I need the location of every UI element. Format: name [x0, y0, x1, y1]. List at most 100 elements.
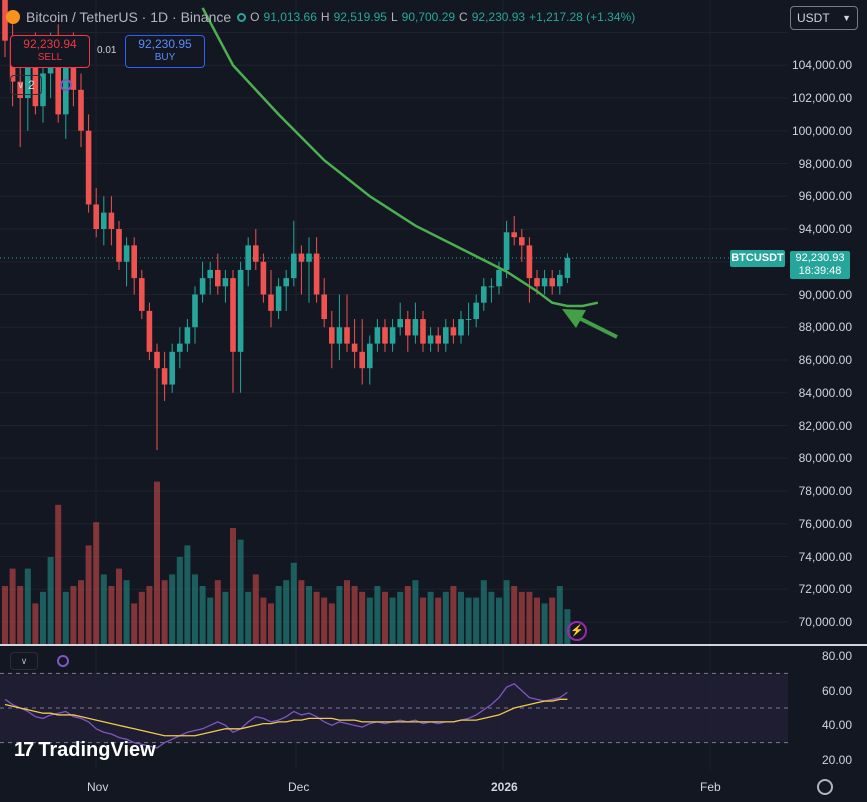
candle-body: [321, 294, 327, 320]
candle-body: [32, 65, 39, 107]
volume-bar: [161, 580, 168, 644]
buy-button[interactable]: 92,230.95 BUY: [125, 35, 205, 68]
volume-bar: [412, 580, 419, 644]
volume-bar: [85, 545, 92, 644]
tradingview-wordmark: TradingView: [38, 739, 156, 761]
volume-bar: [389, 597, 396, 644]
rsi-axis-label: 20.00: [821, 753, 852, 767]
buy-label: BUY: [154, 52, 176, 63]
tradingview-logo[interactable]: 17 TradingView: [14, 739, 156, 762]
volume-bar: [344, 580, 350, 644]
candle-body: [78, 89, 84, 131]
moving-average-line: [201, 7, 599, 308]
volume-bar: [458, 591, 464, 644]
volume-bar: [252, 574, 259, 644]
indicator-count: 2: [27, 78, 35, 92]
volume-bar: [328, 603, 335, 644]
currency-select[interactable]: USDT ▼: [790, 6, 858, 30]
candle-body: [199, 278, 206, 295]
volume-bar: [306, 586, 312, 644]
candle-body: [465, 319, 472, 321]
volume-bar: [62, 591, 69, 644]
volume-bar: [420, 597, 426, 644]
candle-body: [473, 302, 479, 320]
candle-body: [222, 278, 229, 287]
volume-bar: [2, 586, 8, 644]
volume-bar: [526, 591, 533, 644]
volume-bar: [176, 557, 183, 644]
volume-bar: [283, 580, 290, 644]
price-axis-label: 84,000.00: [798, 385, 852, 400]
volume-bar: [442, 591, 449, 644]
price-axis-label: 78,000.00: [798, 484, 852, 498]
price-axis-label: 102,000.00: [791, 91, 852, 105]
symbol-title[interactable]: Bitcoin / TetherUS · 1D · Binance: [26, 9, 232, 25]
volume-bar: [290, 562, 297, 644]
price-axis-label: 96,000.00: [798, 189, 852, 204]
rsi-collapse-button[interactable]: ∨: [10, 652, 38, 670]
candle-body: [443, 327, 449, 344]
volume-bar: [313, 591, 320, 644]
volume-bar: [123, 580, 130, 644]
sync-icon[interactable]: [57, 655, 69, 667]
indicators-collapse-button[interactable]: ∨ 2: [10, 75, 42, 95]
price-axis-label: 90,000.00: [798, 287, 852, 302]
candle-body: [389, 327, 396, 344]
grid-lines: [0, 0, 788, 644]
volume-bar: [32, 603, 39, 644]
candle-body: [2, 0, 8, 41]
price-axis-label: 98,000.00: [798, 156, 852, 171]
candle-body: [564, 257, 571, 278]
volume-bar: [55, 504, 62, 644]
low-value: 90,700.29: [401, 10, 456, 24]
volume-bar: [116, 568, 122, 644]
candle-body: [450, 327, 457, 336]
volume-bar: [131, 603, 138, 644]
volume-bar: [230, 528, 236, 644]
spread-value: 0.01: [97, 45, 117, 56]
candle-body: [108, 212, 115, 229]
candle-body: [481, 286, 487, 303]
time-axis-label: Feb: [700, 780, 721, 794]
candle-body: [298, 253, 305, 262]
volume-bar: [184, 545, 191, 644]
candle-body: [488, 286, 495, 288]
candle-body: [237, 269, 244, 352]
rsi-chart[interactable]: [0, 646, 788, 770]
candle-body: [549, 278, 555, 287]
rsi-ma-line: [4, 698, 568, 737]
volume-bar: [138, 591, 145, 644]
price-axis-label: 100,000.00: [791, 123, 852, 138]
volume-bar: [192, 574, 198, 644]
currency-value: USDT: [797, 11, 830, 25]
candle-body: [275, 286, 282, 311]
time-axis-label: Dec: [288, 780, 310, 794]
pane-divider[interactable]: [0, 644, 867, 646]
time-axis-label: Nov: [87, 780, 109, 794]
lightning-icon[interactable]: ⚡: [567, 621, 587, 641]
price-axis-label: 74,000.00: [798, 549, 852, 564]
candle-body: [374, 327, 381, 344]
rsi-axis-label: 80.00: [821, 649, 852, 663]
volume-bar: [450, 586, 457, 644]
volume-bar: [70, 586, 77, 644]
candle-body: [351, 343, 358, 352]
price-axis-label: 104,000.00: [791, 58, 852, 73]
sync-icon[interactable]: [60, 79, 72, 91]
candles: [2, 0, 571, 451]
change-value: +1,217.28 (+1.34%): [529, 10, 636, 24]
candle-body: [405, 319, 411, 336]
candle-body: [511, 232, 517, 238]
candle-body: [131, 245, 137, 279]
sell-label: SELL: [37, 52, 63, 63]
sell-button[interactable]: 92,230.94 SELL: [10, 35, 90, 68]
settings-icon[interactable]: [817, 779, 833, 795]
annotation-arrow: [562, 309, 618, 339]
symbol-header: Bitcoin / TetherUS · 1D · Binance O 91,01…: [6, 6, 635, 28]
price-chart[interactable]: [0, 0, 788, 644]
volume-bar: [503, 580, 510, 644]
price-axis-label: 88,000.00: [798, 320, 852, 335]
market-status-icon: [237, 12, 247, 22]
price-axis-label: 80,000.00: [798, 451, 852, 466]
rsi-axis-label: 40.00: [821, 718, 852, 733]
